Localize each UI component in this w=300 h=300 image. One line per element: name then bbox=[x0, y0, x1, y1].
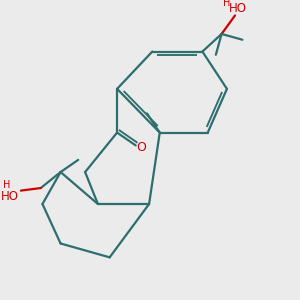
Text: HO: HO bbox=[229, 2, 247, 15]
Text: O: O bbox=[136, 141, 146, 154]
Text: HO: HO bbox=[1, 190, 19, 203]
Text: H: H bbox=[3, 180, 10, 190]
Text: H: H bbox=[224, 0, 231, 8]
